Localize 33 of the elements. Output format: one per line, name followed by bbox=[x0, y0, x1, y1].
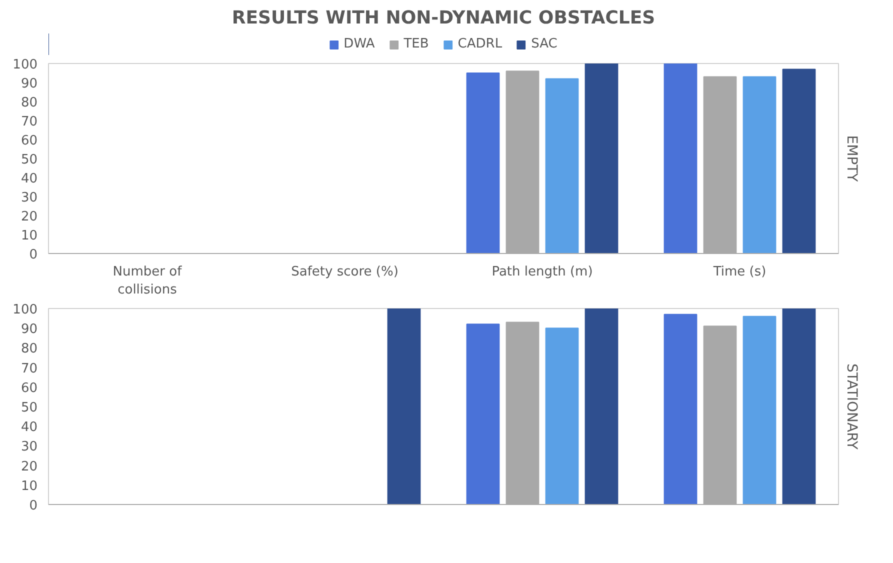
y-tick-label: 10 bbox=[20, 478, 38, 494]
y-tick-label: 20 bbox=[20, 459, 38, 474]
x-tick-label: Time (s) bbox=[712, 264, 766, 280]
y-tick-label: 100 bbox=[12, 58, 38, 72]
y-tick-label: 90 bbox=[20, 322, 38, 338]
x-tick-label: Path length (m) bbox=[492, 264, 593, 280]
y-tick-label: 50 bbox=[20, 152, 38, 168]
x-tick-label: Safety score (%) bbox=[291, 264, 398, 280]
text: EMPTY bbox=[844, 135, 860, 182]
legend-label: SAC bbox=[531, 36, 558, 52]
text: STATIONARY bbox=[844, 364, 860, 450]
x-tick-label: Number of collisions bbox=[112, 264, 182, 298]
y-tick-label: 50 bbox=[20, 400, 38, 416]
y-tick-label: 70 bbox=[20, 114, 38, 130]
y-tick-label: 30 bbox=[20, 440, 38, 455]
y-tick-label: 10 bbox=[20, 228, 38, 244]
legend-label: DWA bbox=[344, 36, 375, 52]
y-tick-label: 80 bbox=[20, 342, 38, 357]
y-tick-label: 60 bbox=[20, 134, 38, 148]
y-tick-label: 80 bbox=[20, 96, 38, 110]
legend-label: CADRL bbox=[458, 36, 502, 52]
legend-label: TEB bbox=[404, 36, 429, 52]
y-tick-label: 40 bbox=[20, 420, 38, 436]
y-tick-label: 30 bbox=[20, 190, 38, 206]
chart-title: RESULTS WITH NON-DYNAMIC OBSTACLES bbox=[232, 8, 656, 28]
y-tick-label: 100 bbox=[12, 302, 38, 318]
y-tick-label: 40 bbox=[20, 172, 38, 186]
y-tick-label: 0 bbox=[29, 248, 38, 262]
y-tick-label: 70 bbox=[20, 361, 38, 376]
y-tick-label: 20 bbox=[20, 210, 38, 224]
y-tick-label: 90 bbox=[20, 76, 38, 92]
y-tick-label: 0 bbox=[29, 498, 38, 514]
y-tick-label: 60 bbox=[20, 380, 38, 396]
